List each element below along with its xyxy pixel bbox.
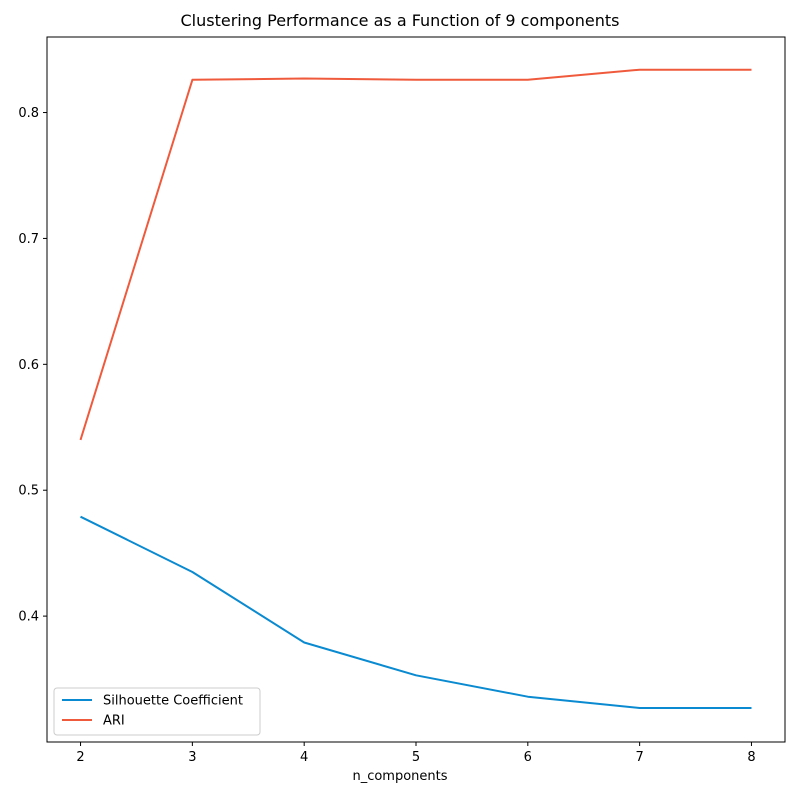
chart-title: Clustering Performance as a Function of … [180,11,620,30]
legend-label: Silhouette Coefficient [103,694,243,709]
x-tick-label: 8 [747,750,755,765]
legend-box [53,687,261,736]
y-tick-label: 0.6 [18,358,39,373]
series-line-1 [79,68,752,441]
x-axis-label: n_components [352,769,448,784]
x-tick-label: 7 [635,750,643,765]
y-tick-label: 0.4 [18,610,39,625]
legend-label: ARI [103,714,125,729]
y-tick-label: 0.8 [18,106,39,121]
plot-area-frame [46,36,786,743]
x-tick-label: 4 [300,750,308,765]
x-tick-label: 5 [412,750,420,765]
y-tick-label: 0.5 [18,484,39,499]
axis-ticks: 2 3 4 5 6 7 8 0.4 0.5 0.6 0.7 0.8 [18,106,755,765]
series-layer [79,68,752,709]
x-tick-label: 3 [188,750,196,765]
y-tick-label: 0.7 [18,232,39,247]
x-tick-label: 2 [76,750,84,765]
series-line-0 [80,515,752,709]
legend: Silhouette Coefficient ARI [53,687,261,736]
x-tick-label: 6 [524,750,532,765]
